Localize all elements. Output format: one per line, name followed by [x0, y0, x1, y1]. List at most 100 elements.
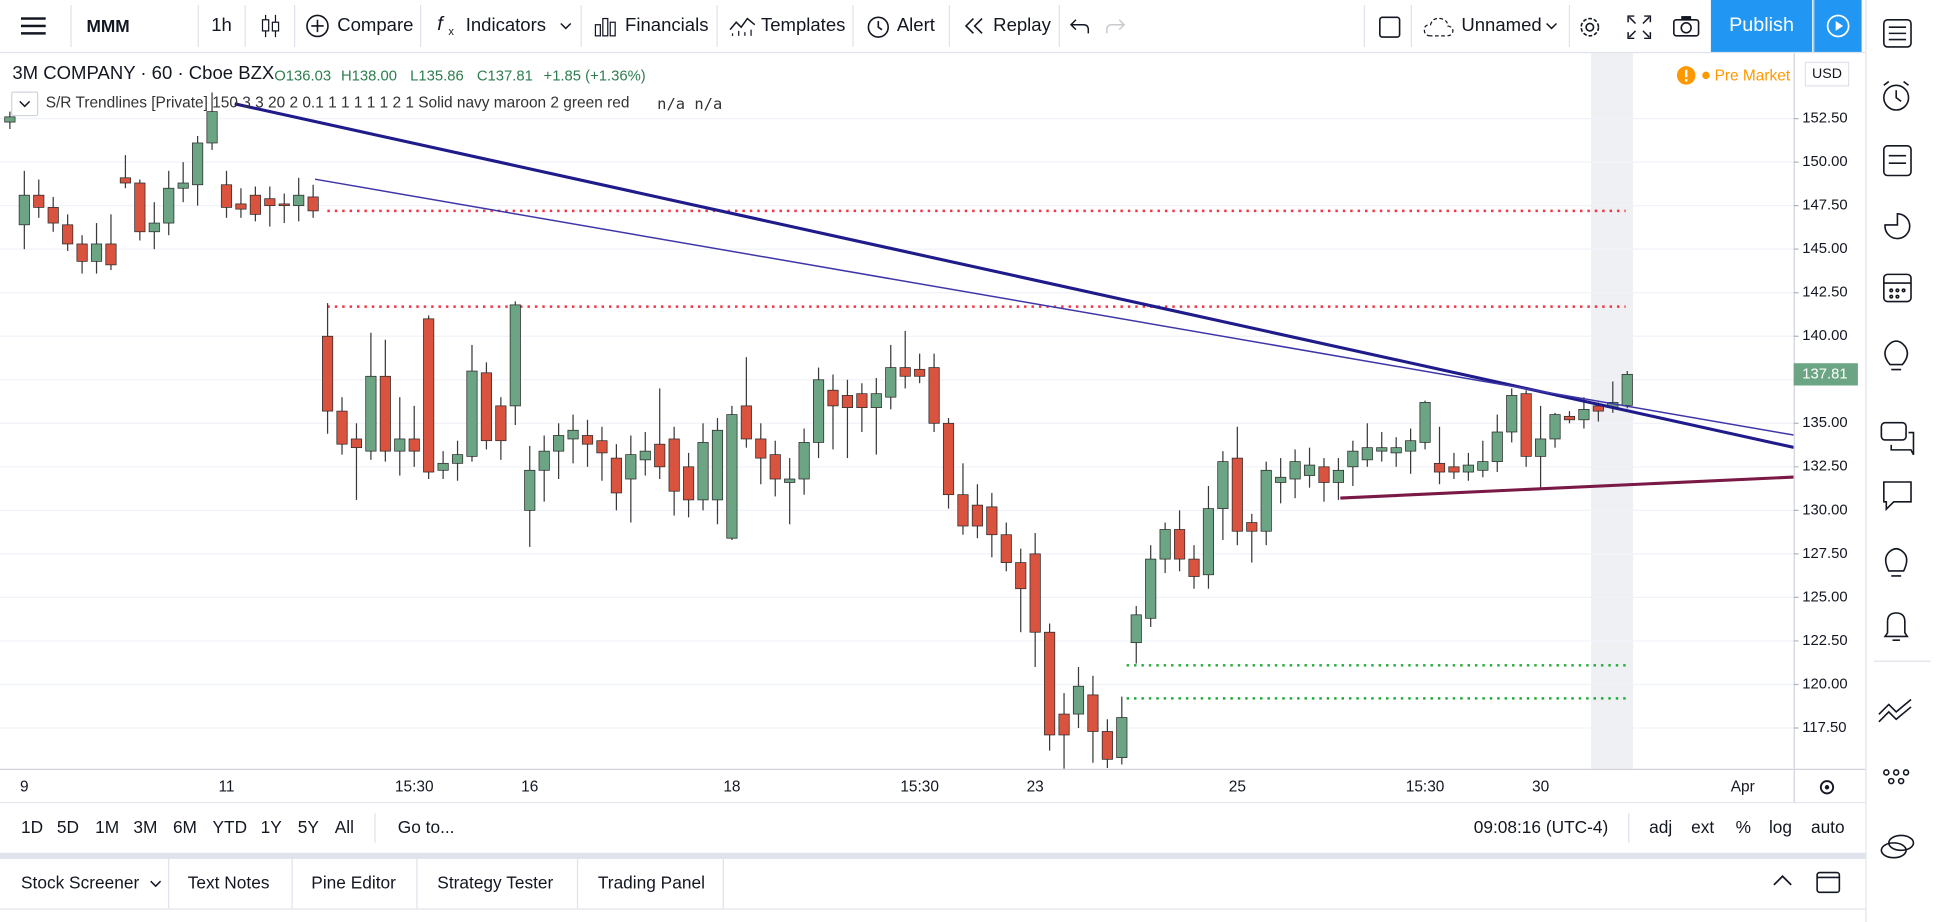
snapshot-button[interactable] [1673, 15, 1700, 37]
scale-option[interactable]: auto [1810, 816, 1845, 837]
settings-button[interactable] [1577, 15, 1602, 40]
candle-body [1289, 461, 1301, 480]
candle-body [1303, 464, 1316, 476]
clock: 09:08:16 (UTC-4) [1473, 816, 1609, 837]
indicator-legend: S/R Trendlines [Private] 150 3 3 20 2 0.… [45, 93, 630, 112]
range-button[interactable]: 5Y [297, 816, 319, 837]
chevron [1546, 22, 1558, 30]
candle-body [509, 304, 521, 407]
bottom-tab[interactable]: Pine Editor [311, 872, 396, 893]
redo-button[interactable] [1106, 17, 1126, 34]
candle-body [379, 375, 391, 452]
hotlist-button[interactable] [1884, 213, 1911, 240]
separator [580, 4, 582, 47]
alert-button[interactable]: Alert [896, 14, 935, 36]
undo-button[interactable] [1069, 17, 1090, 34]
screener-button[interactable] [1878, 698, 1912, 723]
separator [294, 4, 296, 47]
x-tick-label: 16 [521, 778, 538, 795]
calendar-button[interactable] [1883, 273, 1912, 303]
chart-style-button[interactable] [259, 14, 281, 39]
candle-body [119, 177, 131, 184]
replay-icon [964, 17, 983, 34]
replay-button[interactable]: Replay [993, 14, 1051, 36]
interval[interactable]: 1h [211, 14, 232, 36]
layout-button[interactable] [1379, 16, 1401, 38]
last-price: 137.81 [1793, 363, 1858, 386]
coins-button[interactable] [1880, 834, 1915, 859]
x-tick-label: 30 [1532, 778, 1549, 795]
candle-body [1361, 447, 1373, 461]
scale-option[interactable]: % [1735, 816, 1751, 837]
bottom-tab[interactable]: Stock Screener [21, 872, 140, 893]
trendlines [234, 102, 1794, 500]
publish-button[interactable]: Publish [1710, 0, 1813, 52]
goto-button[interactable]: Go to... [397, 816, 455, 837]
axis-settings[interactable] [1819, 780, 1835, 795]
replay-play-button[interactable] [1813, 0, 1862, 52]
menu-button[interactable] [20, 14, 47, 39]
financials-icon [594, 17, 616, 37]
last-price-box [1793, 363, 1858, 386]
candle-body [1448, 466, 1460, 473]
range-button[interactable]: 1M [95, 816, 120, 837]
range-button[interactable]: 5D [56, 816, 79, 837]
bottom-tab[interactable]: Trading Panel [597, 872, 705, 893]
separator [1568, 4, 1571, 47]
candle-body [567, 429, 579, 440]
splitter [0, 852, 1866, 859]
range-button[interactable]: 1Y [260, 816, 282, 837]
scale-option[interactable]: log [1768, 816, 1793, 837]
bottom-tab[interactable]: Strategy Tester [437, 872, 554, 893]
candle-body [596, 440, 608, 454]
notification-bell[interactable] [1883, 612, 1909, 641]
compare-button[interactable]: Compare [337, 14, 414, 36]
candle-body [1029, 553, 1041, 633]
bottom-tab[interactable]: Text Notes [187, 872, 270, 893]
range-button[interactable]: All [334, 816, 354, 837]
legend-toggle[interactable] [11, 91, 39, 117]
fullscreen-button[interactable] [1627, 15, 1652, 40]
data-window-button[interactable] [1883, 145, 1912, 177]
range-button[interactable]: 1D [21, 816, 44, 837]
streams-button[interactable] [1880, 421, 1915, 456]
x-tick-label: 15:30 [395, 778, 434, 795]
separator [576, 858, 579, 909]
candle-body [423, 318, 435, 473]
chats-button[interactable] [1883, 481, 1912, 512]
x-tick-label: 15:30 [1406, 778, 1445, 795]
indicators-button[interactable]: Indicators [465, 14, 547, 36]
candle-body [683, 466, 695, 501]
watchlist-button[interactable] [1883, 18, 1912, 48]
layout-name[interactable]: Unnamed [1461, 14, 1542, 36]
price-change: +1.85 (+1.36%) [543, 66, 646, 85]
trading-button[interactable] [1883, 769, 1910, 785]
candle-body [928, 367, 940, 424]
symbol-search[interactable]: MMM [86, 16, 130, 36]
separator [722, 858, 724, 909]
range-button[interactable]: 6M [172, 816, 197, 837]
x-tick-label: 11 [218, 778, 234, 795]
scale-option[interactable]: adj [1649, 816, 1673, 837]
candle-body [1390, 447, 1402, 454]
range-button[interactable]: 3M [133, 816, 158, 837]
notifications-button[interactable] [1884, 547, 1908, 577]
market-status: Pre Market [1714, 66, 1791, 85]
scale-option[interactable]: ext [1691, 816, 1715, 837]
candle-body [1058, 713, 1070, 736]
ideas-button[interactable] [1884, 340, 1909, 371]
candle-body [235, 203, 247, 210]
alerts-button[interactable] [1883, 80, 1910, 111]
financials-button[interactable]: Financials [625, 14, 709, 36]
candle-body [408, 438, 420, 452]
range-button[interactable]: YTD [212, 816, 248, 837]
candle-body [784, 478, 796, 483]
collapse-button[interactable] [1771, 874, 1793, 889]
candle-body [1260, 469, 1272, 532]
maximize-button[interactable] [1816, 871, 1841, 894]
templates-button[interactable]: Templates [760, 14, 846, 36]
candle-body [957, 494, 969, 527]
candle-body [134, 182, 146, 233]
separator [420, 4, 422, 47]
time-axis: 9 11 15:30 16 18 15:30 23 25 15:30 30 Apr [20, 778, 1755, 795]
